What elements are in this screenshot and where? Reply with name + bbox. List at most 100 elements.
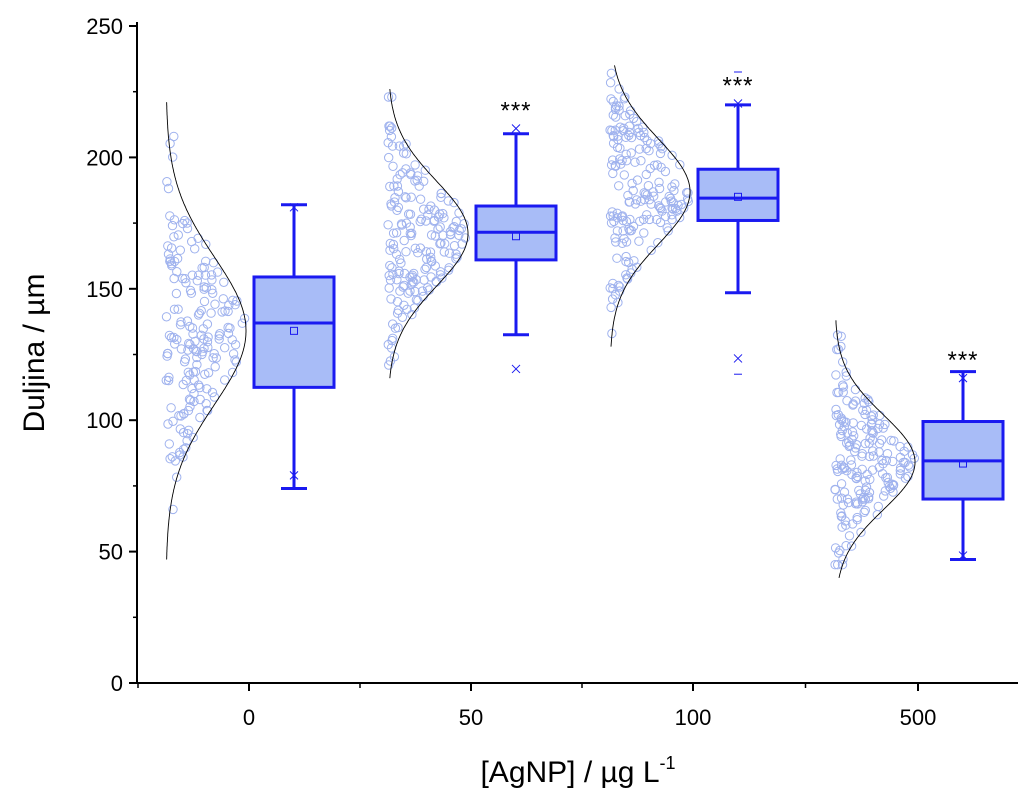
data-point — [393, 322, 403, 333]
data-point — [401, 164, 411, 174]
data-point — [856, 527, 866, 537]
data-point — [417, 286, 428, 296]
min-marker — [733, 354, 743, 363]
data-point — [203, 368, 214, 378]
data-point — [179, 409, 189, 419]
data-point — [189, 375, 199, 385]
data-point — [214, 334, 224, 344]
data-point — [862, 469, 872, 480]
data-point — [643, 181, 654, 191]
data-point — [401, 218, 412, 228]
data-point — [172, 334, 182, 345]
data-point — [178, 218, 188, 229]
data-point — [394, 268, 404, 279]
data-point — [410, 286, 420, 297]
data-point — [163, 419, 173, 429]
data-point — [623, 190, 633, 201]
data-point — [835, 545, 845, 556]
data-point — [667, 182, 677, 192]
data-point — [864, 451, 875, 462]
data-point — [399, 148, 409, 158]
min-marker — [289, 471, 299, 480]
data-point — [615, 282, 625, 292]
data-point — [166, 403, 176, 413]
data-point — [838, 380, 848, 390]
data-point — [834, 419, 845, 430]
data-point — [410, 243, 420, 254]
data-point — [606, 68, 617, 79]
data-point — [667, 203, 677, 214]
data-point — [410, 160, 420, 170]
data-point — [443, 196, 453, 206]
data-point — [667, 150, 677, 161]
data-point — [847, 469, 857, 480]
data-point — [426, 230, 437, 240]
data-point — [404, 209, 414, 219]
data-point — [837, 425, 847, 436]
data-point — [888, 480, 899, 490]
data-point — [421, 216, 431, 226]
axes: 0 50 100 150 200 250 0 50 100 500 — [86, 14, 1018, 730]
data-point — [214, 331, 224, 341]
mean-marker — [734, 192, 742, 201]
data-point — [444, 248, 455, 258]
x-axis-title: [AgNP] / µg L-1 — [480, 753, 675, 789]
y-tick-label: 100 — [86, 408, 123, 433]
raw-data-points — [161, 68, 919, 570]
data-point — [644, 146, 654, 156]
x-axis-title-superscript: -1 — [660, 753, 676, 773]
data-point — [639, 127, 649, 138]
data-point — [421, 262, 432, 273]
data-point — [201, 239, 211, 250]
y-tick-label: 50 — [99, 540, 123, 565]
data-point — [857, 494, 868, 504]
data-point — [632, 175, 643, 185]
data-point — [632, 116, 642, 127]
y-tick-label: 250 — [86, 14, 123, 39]
data-point — [176, 344, 187, 354]
data-point — [617, 238, 627, 249]
data-point — [865, 474, 875, 485]
data-point — [385, 121, 395, 131]
data-point — [199, 296, 210, 307]
data-point — [864, 396, 874, 407]
data-point — [846, 541, 857, 551]
data-point — [209, 392, 220, 402]
data-point — [406, 230, 416, 241]
data-point — [167, 220, 178, 231]
data-point — [392, 181, 403, 191]
significance-label: *** — [947, 347, 978, 374]
data-point — [642, 210, 652, 220]
data-point — [208, 288, 218, 298]
distribution-curves — [166, 65, 916, 579]
mean-marker — [959, 459, 967, 468]
data-point — [632, 262, 642, 272]
data-point — [836, 479, 847, 489]
data-point — [420, 264, 430, 274]
data-point — [614, 84, 624, 94]
data-point — [384, 360, 394, 370]
data-point — [610, 233, 620, 243]
data-point — [196, 330, 207, 340]
data-point — [174, 411, 184, 421]
data-point — [836, 493, 847, 503]
data-point — [846, 455, 856, 465]
data-point — [842, 494, 853, 504]
data-point — [187, 236, 197, 247]
data-point — [207, 275, 217, 285]
data-point — [181, 443, 191, 453]
data-point — [449, 241, 460, 251]
data-point — [836, 508, 846, 518]
data-point — [189, 396, 199, 407]
data-point — [634, 127, 644, 138]
data-point — [405, 286, 415, 296]
data-point — [389, 244, 399, 254]
data-point — [422, 283, 433, 293]
data-point — [844, 531, 855, 541]
data-point — [868, 435, 878, 445]
data-point — [387, 141, 398, 151]
data-point — [445, 230, 456, 240]
data-point — [192, 352, 202, 363]
y-tick-label: 0 — [111, 671, 123, 696]
